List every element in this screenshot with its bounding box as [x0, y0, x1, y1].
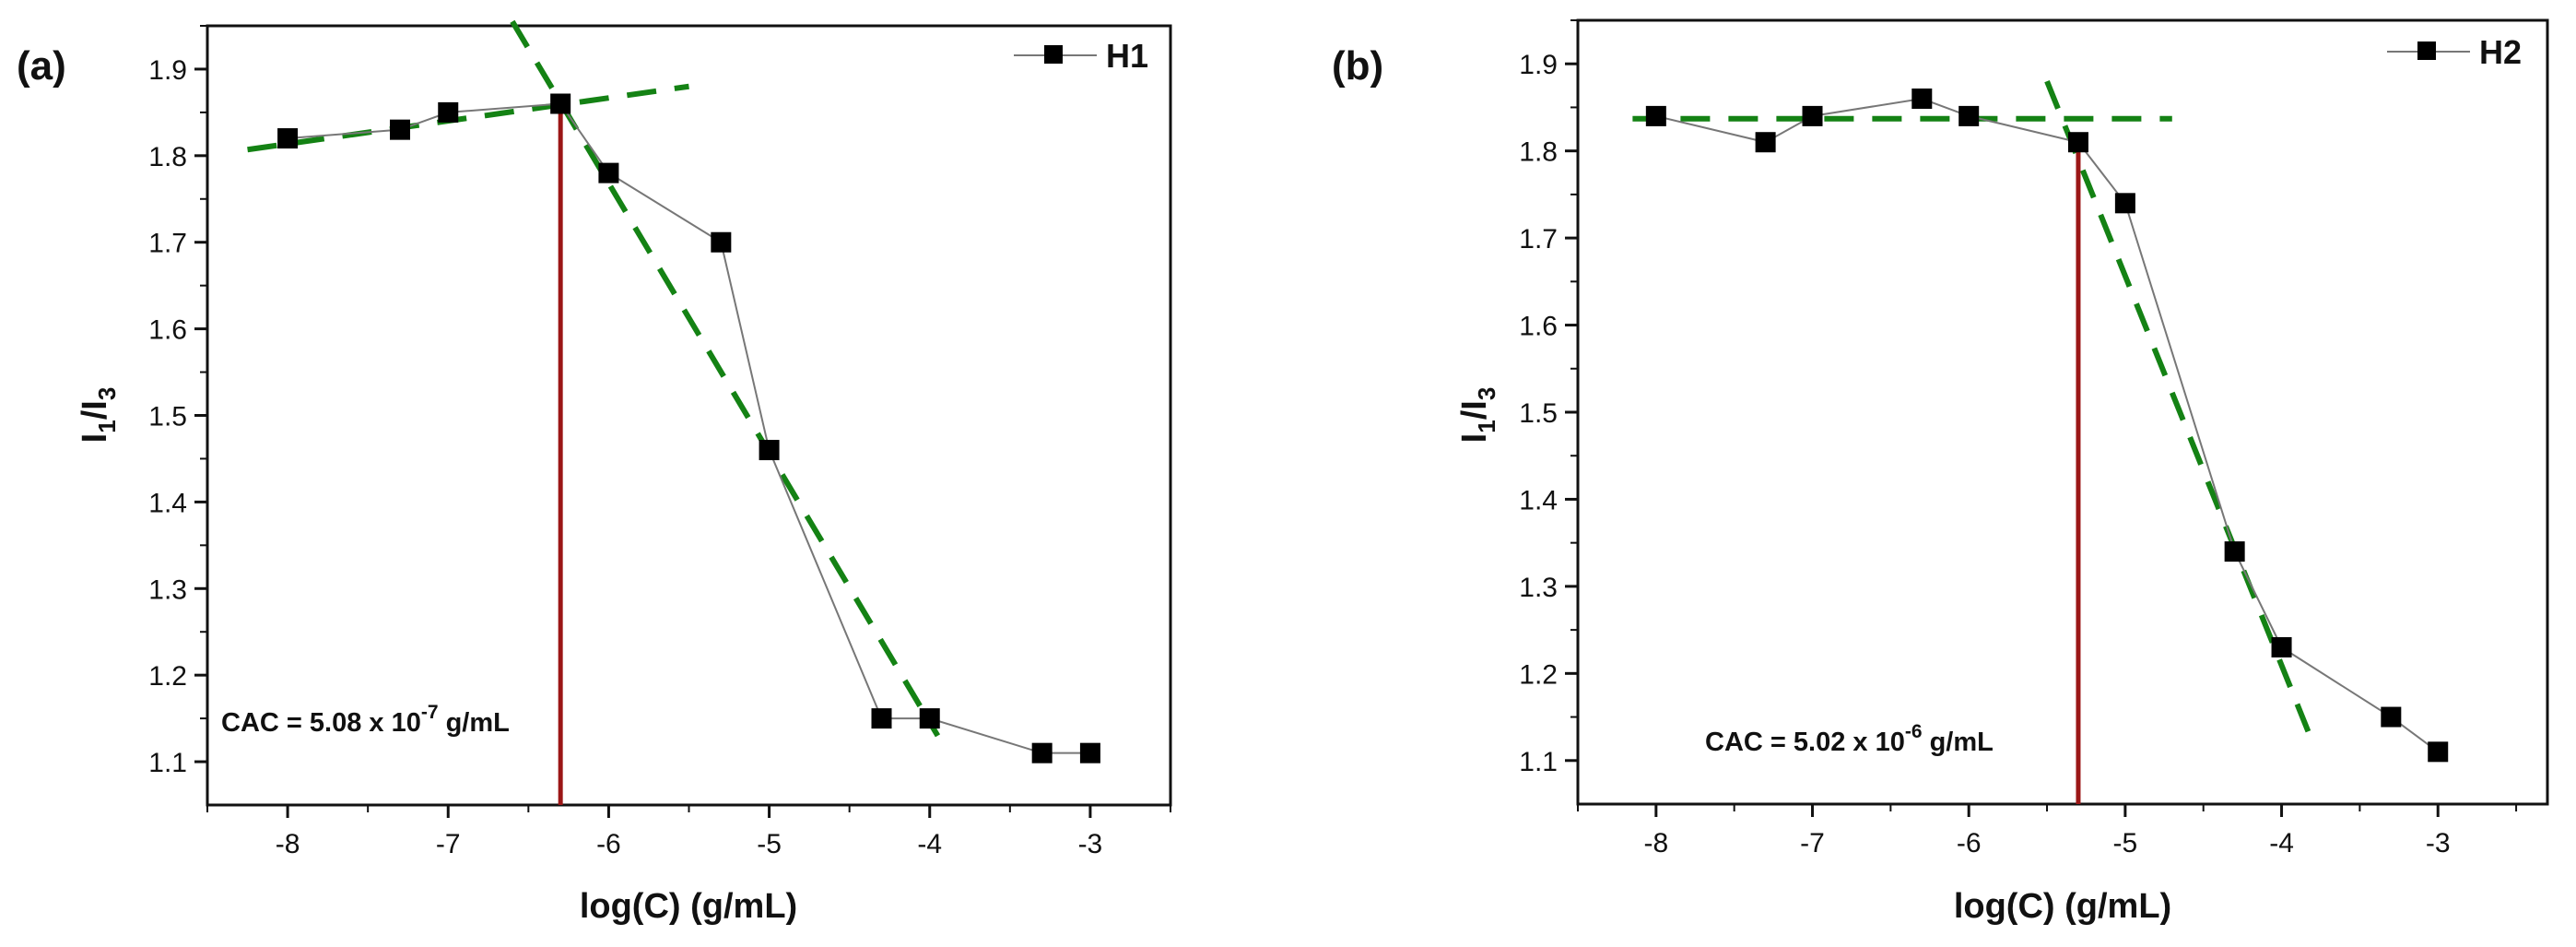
panel-b-ylabel-sub2: 3 — [1473, 387, 1500, 400]
panel-a-series-line — [288, 102, 1090, 754]
panel-a-points — [277, 93, 1100, 764]
x-tick-label: -7 — [436, 829, 461, 859]
panel-a-fit-line-1 — [247, 83, 689, 153]
x-tick-label: -6 — [596, 829, 621, 859]
panel-b-legend-label: H2 — [2479, 33, 2522, 71]
panel-b-series-line — [1655, 97, 2439, 753]
panel-b-ylabel-slash: /I — [1455, 400, 1494, 420]
y-tick-label: 1.6 — [1519, 312, 1558, 342]
panel-b-points — [1645, 89, 2449, 763]
data-point — [711, 231, 732, 253]
y-tick-label: 1.8 — [1519, 137, 1558, 168]
panel-a-label: (a) — [17, 43, 66, 89]
y-tick-label: 1.6 — [148, 315, 187, 346]
y-tick-label: 1.3 — [148, 574, 187, 605]
panel-b-legend-marker — [2417, 41, 2436, 60]
panel-a-legend: H1 — [1014, 37, 1148, 75]
x-tick-label: -7 — [1800, 828, 1825, 858]
data-point — [1645, 105, 1666, 126]
data-point — [2114, 193, 2135, 214]
data-point — [1755, 132, 1776, 153]
y-tick-label: 1.8 — [148, 142, 187, 172]
panel-a-ylabel-slash: /I — [76, 400, 114, 420]
data-point — [759, 440, 780, 461]
panel-a-ylabel-main: I — [76, 433, 114, 444]
x-tick-label: -4 — [2269, 828, 2294, 858]
data-point — [2224, 541, 2245, 562]
x-tick-label: -5 — [2113, 828, 2138, 858]
data-point — [2271, 637, 2292, 657]
x-tick-label: -3 — [1078, 829, 1103, 859]
panel-a-y-axis-title: I1/I3 — [76, 387, 121, 444]
data-point — [871, 708, 892, 729]
panel-a-ticks: -8 -7 -6 -5 -4 -3 1.1 1.2 1.3 1.4 1.5 1.6 1.7 1.8 1.9 — [148, 25, 1171, 859]
panel-a-plot-frame — [206, 24, 1172, 807]
y-tick-label: 1.7 — [148, 229, 187, 259]
x-tick-label: -8 — [1643, 828, 1668, 858]
panel-a-cac-base: CAC = 5.08 x 10 — [221, 708, 421, 738]
y-tick-label: 1.9 — [1519, 50, 1558, 80]
data-point — [1031, 742, 1053, 764]
data-point — [598, 162, 619, 183]
panel-a-ylabel-sub2: 3 — [93, 387, 121, 400]
panel-a-x-axis-title: log(C) (g/mL) — [580, 887, 797, 926]
x-tick-label: -5 — [757, 829, 782, 859]
data-point — [1079, 742, 1100, 764]
data-point — [550, 93, 571, 114]
data-point — [390, 119, 410, 140]
panel-a-cac-exponent: -7 — [421, 702, 439, 723]
panel-b: (b) -8 -7 -6 -5 -4 -3 1.1 1.2 1.3 1.4 1.5 1.6 1.7 1.8… — [1332, 18, 2549, 926]
panel-b-cac-base: CAC = 5.02 x 10 — [1705, 728, 1905, 757]
x-tick-label: -3 — [2426, 828, 2451, 858]
panel-b-fit-line-2 — [2044, 79, 2316, 745]
panel-a-legend-label: H1 — [1106, 37, 1148, 75]
panel-a-legend-marker — [1044, 45, 1063, 64]
y-tick-label: 1.2 — [1519, 659, 1558, 690]
y-tick-label: 1.1 — [1519, 747, 1558, 777]
data-point — [277, 128, 299, 149]
y-tick-label: 1.4 — [148, 488, 187, 518]
y-tick-label: 1.9 — [148, 55, 187, 86]
data-point — [919, 708, 940, 729]
y-tick-label: 1.4 — [1519, 485, 1558, 515]
panel-a: (a) -8 -7 -6 -5 -4 -3 1.1 1.2 1.3 1.4 1.5 1.6 1.7 1.8… — [17, 19, 1172, 926]
data-point — [1911, 89, 1933, 109]
x-tick-label: -8 — [276, 829, 300, 859]
panel-b-y-axis-title: I1/I3 — [1455, 387, 1500, 444]
y-tick-label: 1.1 — [148, 748, 187, 778]
panel-a-fit-line-2 — [510, 19, 941, 738]
panel-b-ticks: -8 -7 -6 -5 -4 -3 1.1 1.2 1.3 1.4 1.5 1.6 1.7 1.8 1.9 — [1519, 19, 2518, 858]
panel-b-legend: H2 — [2387, 33, 2522, 71]
panel-b-ylabel-sub1: 1 — [1473, 420, 1500, 432]
data-point — [1802, 105, 1823, 126]
data-point — [438, 101, 459, 123]
x-tick-label: -4 — [917, 829, 942, 859]
y-tick-label: 1.7 — [1519, 224, 1558, 255]
data-point — [2067, 132, 2088, 153]
data-point — [2381, 706, 2402, 728]
data-point — [2428, 741, 2449, 763]
panel-b-cac-exponent: -6 — [1905, 721, 1923, 742]
panel-b-label: (b) — [1332, 43, 1383, 89]
data-point — [1958, 105, 1980, 126]
y-tick-label: 1.3 — [1519, 573, 1558, 603]
panel-b-cac-annotation: CAC = 5.02 x 10-6 g/mL — [1705, 721, 1994, 757]
y-tick-label: 1.5 — [1519, 398, 1558, 429]
y-tick-label: 1.2 — [148, 661, 187, 692]
y-tick-label: 1.5 — [148, 402, 187, 432]
panel-b-x-axis-title: log(C) (g/mL) — [1954, 887, 2171, 926]
panel-b-cac-unit: g/mL — [1923, 728, 1994, 757]
x-tick-label: -6 — [1957, 828, 1982, 858]
panel-a-cac-unit: g/mL — [439, 708, 510, 738]
panel-a-ylabel-sub1: 1 — [93, 420, 121, 432]
panel-b-ylabel-main: I — [1455, 433, 1494, 444]
panel-a-cac-annotation: CAC = 5.08 x 10-7 g/mL — [221, 702, 510, 738]
